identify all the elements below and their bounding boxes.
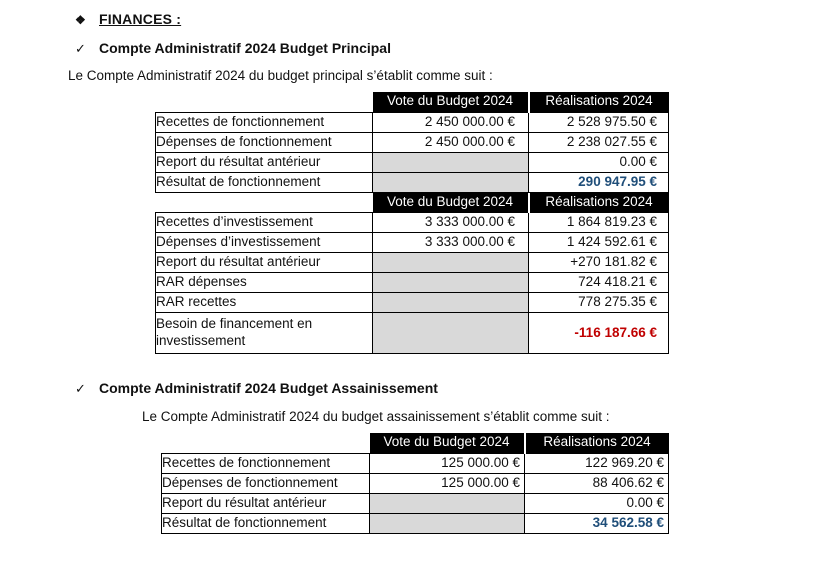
table-row: Besoin de financement en investissement … (155, 312, 669, 354)
finances-heading: ❖ FINANCES : (75, 11, 181, 27)
vote-value: 2 450 000.00 € (372, 131, 529, 153)
header-cell-realisations: Réalisations 2024 (527, 192, 669, 213)
table-row: Report du résultat antérieur 0.00 € (155, 151, 669, 173)
realisation-value: +270 181.82 € (528, 252, 669, 273)
row-label: Recettes d’investissement (155, 212, 373, 233)
table-row: RAR recettes 778 275.35 € (155, 292, 669, 313)
vote-value: 3 333 000.00 € (372, 232, 529, 253)
finances-title: FINANCES : (99, 11, 182, 27)
vote-value-shaded (372, 272, 529, 293)
table-row: Recettes de fonctionnement 2 450 000.00 … (155, 111, 669, 133)
row-label: Report du résultat antérieur (155, 252, 373, 273)
row-label: Recettes de fonctionnement (155, 111, 373, 133)
table-header-row: Vote du Budget 2024 Réalisations 2024 (162, 433, 669, 453)
intro-budget-principal: Le Compte Administratif 2024 du budget p… (68, 68, 493, 83)
investissement-table: Vote du Budget 2024 Réalisations 2024 Re… (155, 192, 669, 354)
diamond-bullet-icon: ❖ (75, 13, 86, 27)
realisation-result-value: -116 187.66 € (528, 312, 669, 354)
table-row: Recettes d’investissement 3 333 000.00 €… (155, 212, 669, 233)
row-label: Résultat de fonctionnement (155, 171, 373, 193)
vote-value: 125 000.00 € (369, 452, 525, 474)
header-cell-realisations: Réalisations 2024 (527, 92, 669, 112)
table-row: Dépenses d’investissement 3 333 000.00 €… (155, 232, 669, 253)
row-label: Dépenses de fonctionnement (155, 131, 373, 153)
realisation-value: 0.00 € (524, 492, 669, 514)
table-row: Dépenses de fonctionnement 2 450 000.00 … (155, 131, 669, 153)
check-icon: ✓ (75, 381, 86, 396)
realisation-value: 2 238 027.55 € (528, 131, 669, 153)
realisation-value: 778 275.35 € (528, 292, 669, 313)
header-empty-cell (162, 433, 370, 453)
realisation-value: 724 418.21 € (528, 272, 669, 293)
budget-principal-tables: Vote du Budget 2024 Réalisations 2024 Re… (155, 92, 669, 354)
section-heading-label: Compte Administratif 2024 Budget Princip… (99, 40, 391, 56)
vote-value: 3 333 000.00 € (372, 212, 529, 233)
header-cell-vote-budget: Vote du Budget 2024 (372, 92, 529, 112)
vote-value-shaded (369, 512, 525, 534)
section-heading-budget-assainissement: ✓ Compte Administratif 2024 Budget Assain… (75, 380, 438, 397)
table-header-row: Vote du Budget 2024 Réalisations 2024 (156, 92, 669, 112)
assainissement-table: Vote du Budget 2024 Réalisations 2024 Re… (161, 433, 669, 534)
row-label: RAR dépenses (155, 272, 373, 293)
table-header-row: Vote du Budget 2024 Réalisations 2024 (156, 192, 669, 213)
vote-value-shaded (369, 492, 525, 514)
fonctionnement-table: Vote du Budget 2024 Réalisations 2024 Re… (155, 92, 669, 193)
row-label: Dépenses d’investissement (155, 232, 373, 253)
row-label: Report du résultat antérieur (155, 151, 373, 173)
realisation-value: 122 969.20 € (524, 452, 669, 474)
budget-assainissement-tables: Vote du Budget 2024 Réalisations 2024 Re… (161, 433, 669, 534)
vote-value-shaded (372, 312, 529, 354)
realisation-value: 1 864 819.23 € (528, 212, 669, 233)
vote-value-shaded (372, 171, 529, 193)
vote-value: 2 450 000.00 € (372, 111, 529, 133)
realisation-result-value: 290 947.95 € (528, 171, 669, 193)
row-label: Résultat de fonctionnement (161, 512, 370, 534)
table-row: Résultat de fonctionnement 290 947.95 € (155, 171, 669, 193)
header-cell-vote-budget: Vote du Budget 2024 (369, 433, 525, 453)
check-icon: ✓ (75, 41, 86, 56)
realisation-value: 88 406.62 € (524, 472, 669, 494)
realisation-value: 0.00 € (528, 151, 669, 173)
row-label: Dépenses de fonctionnement (161, 472, 370, 494)
header-empty-cell (156, 92, 373, 112)
vote-value-shaded (372, 151, 529, 173)
realisation-value: 1 424 592.61 € (528, 232, 669, 253)
table-row: Report du résultat antérieur 0.00 € (161, 492, 669, 514)
section-heading-label: Compte Administratif 2024 Budget Assaini… (99, 380, 438, 396)
row-label: Report du résultat antérieur (161, 492, 370, 514)
table-row: Dépenses de fonctionnement 125 000.00 € … (161, 472, 669, 494)
header-cell-vote-budget: Vote du Budget 2024 (372, 192, 529, 213)
header-empty-cell (156, 193, 373, 213)
realisation-value: 2 528 975.50 € (528, 111, 669, 133)
vote-value-shaded (372, 252, 529, 273)
section-heading-budget-principal: ✓ Compte Administratif 2024 Budget Princi… (75, 40, 391, 57)
table-row: Report du résultat antérieur +270 181.82… (155, 252, 669, 273)
row-label: Besoin de financement en investissement (155, 312, 373, 354)
realisation-result-value: 34 562.58 € (524, 512, 669, 534)
table-row: Résultat de fonctionnement 34 562.58 € (161, 512, 669, 534)
row-label: Recettes de fonctionnement (161, 452, 370, 474)
table-row: RAR dépenses 724 418.21 € (155, 272, 669, 293)
intro-budget-assainissement: Le Compte Administratif 2024 du budget a… (142, 409, 610, 424)
table-row: Recettes de fonctionnement 125 000.00 € … (161, 452, 669, 474)
header-cell-realisations: Réalisations 2024 (523, 433, 669, 453)
vote-value-shaded (372, 292, 529, 313)
row-label: RAR recettes (155, 292, 373, 313)
vote-value: 125 000.00 € (369, 472, 525, 494)
